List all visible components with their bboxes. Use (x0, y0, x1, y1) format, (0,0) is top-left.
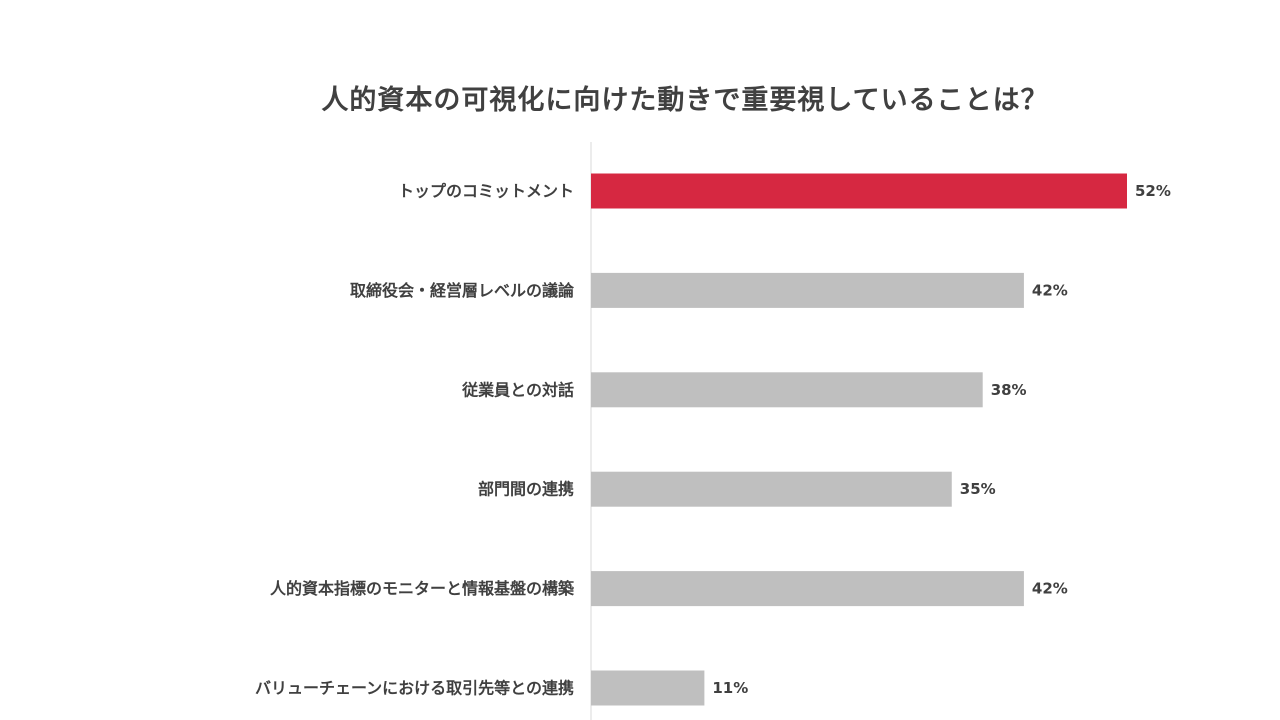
bar-2 (591, 372, 983, 408)
category-label-0: トップのコミットメント (398, 182, 574, 201)
bar-4 (591, 571, 1024, 607)
value-label-4: 42% (1032, 580, 1068, 598)
chart-title: 人的資本の可視化に向けた動きで重要視していることは？ (321, 85, 1049, 116)
category-label-4: 人的資本指標のモニターと情報基盤の構築 (270, 579, 575, 598)
category-label-3: 部門間の連携 (478, 480, 574, 499)
value-label-5: 11% (712, 679, 748, 697)
bar-5 (591, 670, 705, 706)
value-label-1: 42% (1032, 281, 1068, 299)
bar-3 (591, 471, 952, 507)
category-label-1: 取締役会・経営層レベルの議論 (350, 281, 575, 300)
category-label-5: バリューチェーンにおける取引先等との連携 (255, 679, 574, 698)
value-label-3: 35% (960, 480, 996, 498)
value-label-0: 52% (1135, 182, 1171, 200)
bar-0 (591, 173, 1127, 209)
category-label-2: 従業員との対話 (461, 380, 574, 399)
bar-1 (591, 272, 1024, 308)
value-label-2: 38% (991, 381, 1027, 399)
